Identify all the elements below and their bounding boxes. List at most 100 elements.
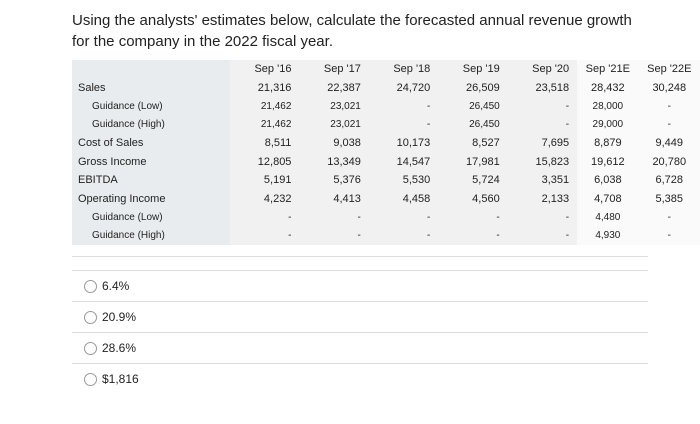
question: Using the analysts' estimates below, cal…: [72, 12, 632, 50]
column-header: Sep '22E: [638, 60, 700, 79]
table-row: EBITDA 5,191 5,376 5,530 5,724 3,351 6,038 6,72…: [72, 171, 700, 190]
table-cell: 2,133: [507, 189, 578, 208]
table-row: Gross Income 12,805 13,349 14,547 17,981 15,8…: [72, 152, 700, 171]
table-cell: 4,480: [577, 208, 639, 227]
table-cell: 8,511: [230, 134, 300, 153]
table-row: Guidance (High) 21,462 23,021-26,450-29,00…: [72, 115, 700, 134]
table-cell: 9,038: [299, 134, 369, 153]
table-cell: -: [507, 115, 578, 134]
row-label: Guidance (High): [72, 226, 231, 245]
table-row: Operating Income 4,232 4,413 4,458 4,560 2,13…: [72, 189, 700, 208]
table-cell: 30,248: [638, 78, 700, 97]
answer-option[interactable]: 6.4%: [72, 270, 648, 301]
table-cell: -: [299, 208, 369, 227]
table-row: Sales 21,316 22,387 24,720 26,509 23,518 28,43…: [72, 78, 700, 97]
table-cell: 14,547: [368, 152, 439, 171]
table-cell: 6,038: [577, 171, 639, 190]
table-cell: -: [638, 97, 700, 116]
table-cell: 28,000: [577, 97, 639, 116]
table-cell: -: [638, 208, 700, 227]
table-cell: 26,450: [438, 115, 508, 134]
row-label: EBITDA: [72, 171, 231, 190]
column-header: Sep '16: [230, 60, 300, 79]
table-cell: 4,413: [299, 189, 369, 208]
table-cell: -: [638, 115, 700, 134]
table-cell: -: [230, 208, 300, 227]
table-cell: 4,560: [438, 189, 508, 208]
table-cell: 5,191: [230, 171, 300, 190]
table-cell: 5,530: [368, 171, 439, 190]
table-cell: 28,432: [577, 78, 639, 97]
table-cell: -: [438, 226, 508, 245]
table-cell: 15,823: [507, 152, 578, 171]
table-cell: 8,879: [577, 134, 639, 153]
column-header: Sep '17: [299, 60, 369, 79]
table-cell: 3,351: [507, 171, 578, 190]
table-cell: 4,458: [368, 189, 439, 208]
table-cell: -: [368, 115, 439, 134]
table-row: Guidance (Low) 21,462 23,021-26,450-28,000…: [72, 97, 700, 116]
divider: [72, 256, 648, 257]
table-cell: -: [438, 208, 508, 227]
table-cell: -: [638, 226, 700, 245]
table-cell: 5,376: [299, 171, 369, 190]
header-row: Sep '16 Sep '17 Sep '18 Sep '19 Sep '20 Sep '…: [72, 60, 700, 79]
table-cell: 19,612: [577, 152, 639, 171]
answer-option[interactable]: $1,816: [72, 363, 648, 394]
option-text: $1,816: [102, 372, 139, 386]
row-label: Guidance (Low): [72, 208, 231, 227]
table-cell: 26,509: [438, 78, 508, 97]
row-label: Guidance (High): [72, 115, 231, 134]
option-text: 20.9%: [102, 310, 137, 324]
row-label: Operating Income: [72, 189, 231, 208]
table-cell: 7,695: [507, 134, 578, 153]
radio-button[interactable]: [84, 342, 97, 355]
option-text: 28.6%: [102, 341, 137, 355]
table-cell: 4,930: [577, 226, 639, 245]
column-header: Sep '21E: [577, 60, 639, 79]
table-cell: -: [299, 226, 369, 245]
table-cell: 6,728: [638, 171, 700, 190]
column-header: Sep '18: [368, 60, 439, 79]
data-table: Sep '16 Sep '17 Sep '18 Sep '19 Sep '20 Sep '…: [72, 60, 700, 245]
table-cell: 20,780: [638, 152, 700, 171]
table-row: Guidance (Low) - - - - -4,480-: [72, 208, 700, 227]
table-cell: 8,527: [438, 134, 508, 153]
table-row: Cost of Sales 8,511 9,038 10,173 8,527 7,695 8…: [72, 134, 700, 153]
row-label: Cost of Sales: [72, 134, 231, 153]
table-cell: -: [507, 208, 578, 227]
corner-cell: [72, 60, 231, 79]
table-cell: 29,000: [577, 115, 639, 134]
table-cell: 26,450: [438, 97, 508, 116]
table-cell: 12,805: [230, 152, 300, 171]
table-cell: 21,316: [230, 78, 300, 97]
table-cell: 9,449: [638, 134, 700, 153]
table-cell: 10,173: [368, 134, 439, 153]
table-cell: -: [368, 97, 439, 116]
table-cell: 21,462: [230, 115, 300, 134]
table-cell: 23,518: [507, 78, 578, 97]
table-cell: 5,724: [438, 171, 508, 190]
table-row: Guidance (High) - - - - -4,930-: [72, 226, 700, 245]
row-label: Sales: [72, 78, 231, 97]
table-cell: 13,349: [299, 152, 369, 171]
table-cell: 4,232: [230, 189, 300, 208]
table-cell: 17,981: [438, 152, 508, 171]
table-cell: 22,387: [299, 78, 369, 97]
row-label: Guidance (Low): [72, 97, 231, 116]
row-label: Gross Income: [72, 152, 231, 171]
radio-button[interactable]: [84, 280, 97, 293]
table-cell: -: [368, 208, 439, 227]
radio-button[interactable]: [84, 311, 97, 324]
table-cell: 21,462: [230, 97, 300, 116]
table-cell: -: [507, 97, 578, 116]
table-cell: -: [230, 226, 300, 245]
answer-option[interactable]: 20.9%: [72, 301, 648, 332]
radio-button[interactable]: [84, 373, 97, 386]
table-cell: -: [368, 226, 439, 245]
table-cell: 4,708: [577, 189, 639, 208]
answer-option[interactable]: 28.6%: [72, 332, 648, 363]
table-cell: -: [507, 226, 578, 245]
table-cell: 23,021: [299, 115, 369, 134]
